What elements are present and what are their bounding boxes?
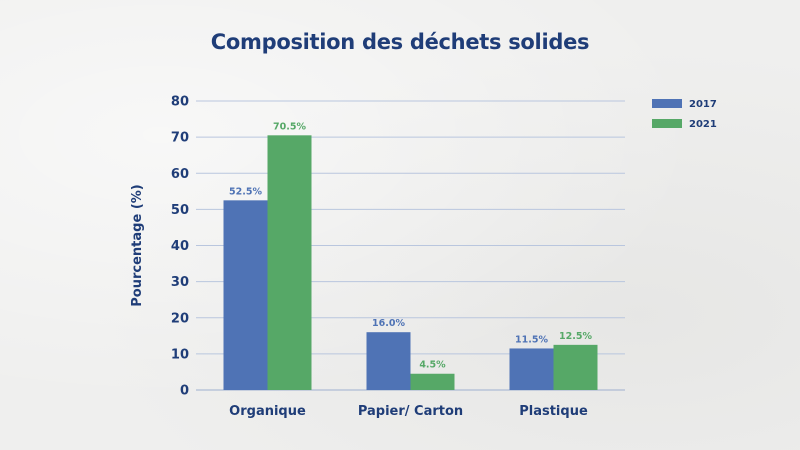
bar [223, 200, 268, 390]
y-tick-label: 70 [171, 131, 189, 146]
y-tick-label: 10 [171, 347, 189, 362]
data-label: 70.5% [273, 121, 306, 132]
legend-swatch [652, 99, 682, 108]
data-label: 16.0% [372, 318, 405, 329]
legend-swatch [652, 119, 682, 128]
y-tick-label: 0 [180, 384, 189, 399]
bar [509, 348, 554, 390]
y-tick-label: 40 [171, 239, 189, 254]
data-label: 12.5% [559, 331, 592, 342]
legend-label: 2017 [689, 99, 717, 110]
legend-label: 2021 [689, 119, 717, 130]
data-label: 52.5% [229, 186, 262, 197]
y-tick-label: 30 [171, 275, 189, 290]
y-tick-label: 80 [171, 95, 189, 110]
bar [366, 332, 411, 390]
data-label: 4.5% [419, 360, 446, 371]
x-tick-label: Plastique [519, 404, 588, 419]
y-tick-label: 60 [171, 167, 189, 182]
bar [553, 344, 598, 390]
bar [267, 135, 312, 390]
chart-title: Composition des déchets solides [210, 30, 590, 54]
bar [410, 373, 455, 390]
y-tick-label: 20 [171, 311, 189, 326]
data-label: 11.5% [515, 334, 548, 345]
y-tick-label: 50 [171, 203, 189, 218]
x-tick-label: Organique [229, 404, 306, 419]
y-axis-label: Pourcentage (%) [130, 184, 145, 306]
x-tick-label: Papier/ Carton [358, 404, 463, 419]
